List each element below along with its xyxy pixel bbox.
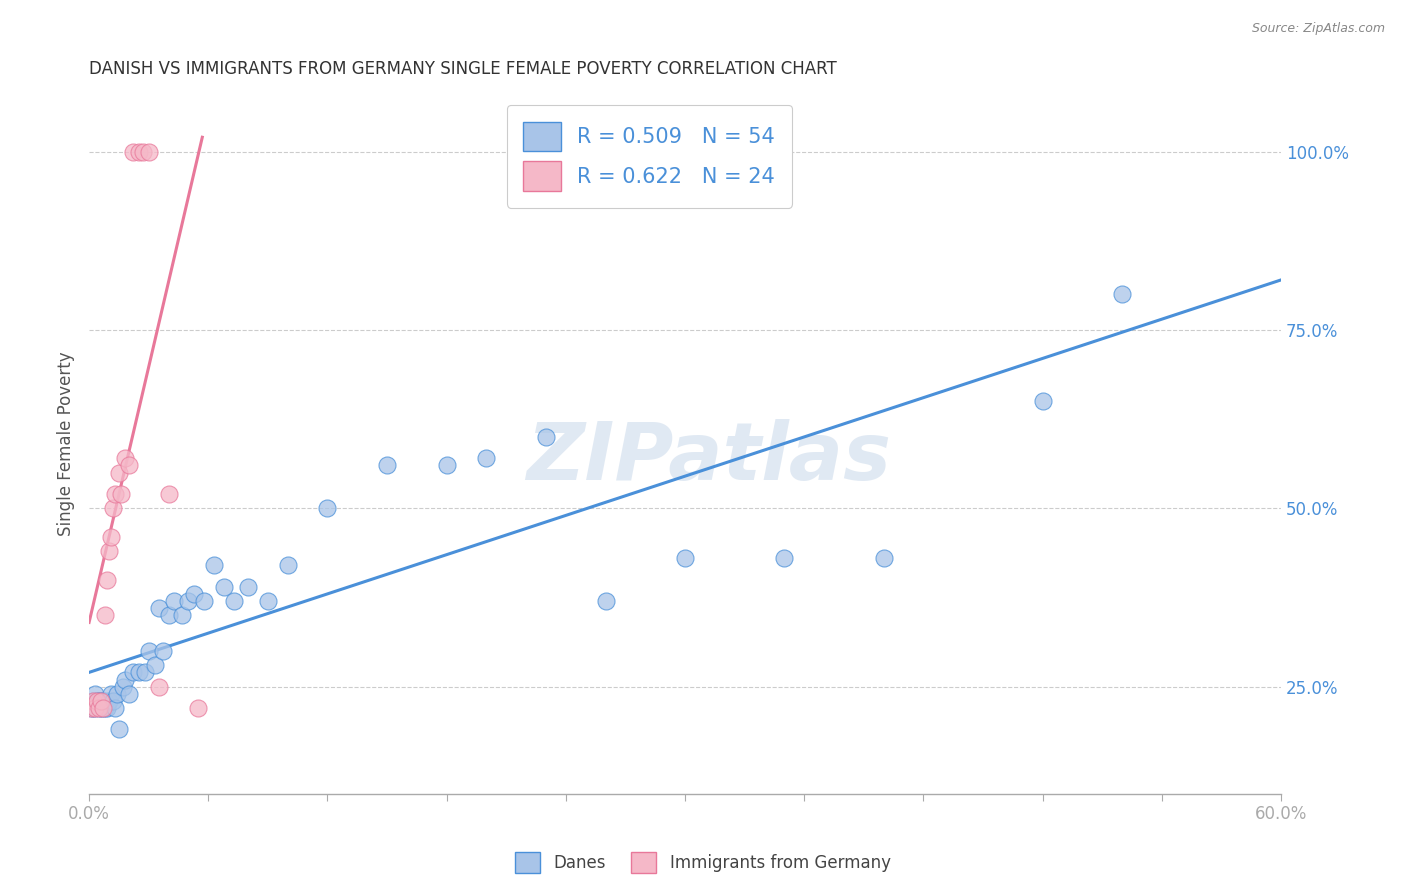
Point <box>131 145 153 159</box>
Point <box>202 558 225 573</box>
Point <box>118 458 141 473</box>
Point <box>222 594 245 608</box>
Point <box>236 580 259 594</box>
Point <box>101 694 124 708</box>
Legend: R = 0.509   N = 54, R = 0.622   N = 24: R = 0.509 N = 54, R = 0.622 N = 24 <box>506 105 792 208</box>
Point <box>90 694 112 708</box>
Point <box>108 466 131 480</box>
Point <box>90 694 112 708</box>
Point <box>128 145 150 159</box>
Point <box>104 701 127 715</box>
Point <box>114 673 136 687</box>
Point <box>86 694 108 708</box>
Point <box>436 458 458 473</box>
Point <box>94 701 117 715</box>
Point <box>773 551 796 566</box>
Point <box>105 687 128 701</box>
Point <box>97 694 120 708</box>
Point <box>177 594 200 608</box>
Legend: Danes, Immigrants from Germany: Danes, Immigrants from Germany <box>509 846 897 880</box>
Y-axis label: Single Female Poverty: Single Female Poverty <box>58 351 75 536</box>
Point <box>104 487 127 501</box>
Point <box>277 558 299 573</box>
Point <box>673 551 696 566</box>
Point <box>100 530 122 544</box>
Point <box>90 701 112 715</box>
Point <box>534 430 557 444</box>
Point <box>87 694 110 708</box>
Text: DANISH VS IMMIGRANTS FROM GERMANY SINGLE FEMALE POVERTY CORRELATION CHART: DANISH VS IMMIGRANTS FROM GERMANY SINGLE… <box>89 60 837 78</box>
Point <box>82 701 104 715</box>
Point <box>111 680 134 694</box>
Point <box>82 694 104 708</box>
Text: Source: ZipAtlas.com: Source: ZipAtlas.com <box>1251 22 1385 36</box>
Point <box>595 594 617 608</box>
Point <box>84 701 107 715</box>
Point <box>138 145 160 159</box>
Point <box>138 644 160 658</box>
Point <box>193 594 215 608</box>
Point <box>475 451 498 466</box>
Point <box>257 594 280 608</box>
Point <box>1032 394 1054 409</box>
Point <box>91 701 114 715</box>
Point <box>134 665 156 680</box>
Point <box>101 501 124 516</box>
Point <box>143 658 166 673</box>
Point <box>96 701 118 715</box>
Point <box>118 687 141 701</box>
Point <box>87 701 110 715</box>
Point <box>128 665 150 680</box>
Point <box>114 451 136 466</box>
Point <box>80 701 103 715</box>
Point <box>148 680 170 694</box>
Text: ZIPatlas: ZIPatlas <box>526 419 891 497</box>
Point <box>172 608 194 623</box>
Point <box>94 608 117 623</box>
Point <box>1111 287 1133 301</box>
Point <box>84 701 107 715</box>
Point <box>163 594 186 608</box>
Point <box>121 145 143 159</box>
Point <box>82 694 104 708</box>
Point <box>187 701 209 715</box>
Point <box>183 587 205 601</box>
Point <box>110 487 132 501</box>
Point <box>91 694 114 708</box>
Point <box>91 701 114 715</box>
Point <box>157 487 180 501</box>
Point <box>100 687 122 701</box>
Point <box>94 694 117 708</box>
Point <box>108 723 131 737</box>
Point <box>375 458 398 473</box>
Point <box>316 501 339 516</box>
Point <box>148 601 170 615</box>
Point <box>157 608 180 623</box>
Point <box>86 694 108 708</box>
Point <box>212 580 235 594</box>
Point <box>97 544 120 558</box>
Point <box>84 687 107 701</box>
Point <box>152 644 174 658</box>
Point <box>872 551 894 566</box>
Point <box>87 701 110 715</box>
Point <box>80 701 103 715</box>
Point <box>121 665 143 680</box>
Point <box>96 573 118 587</box>
